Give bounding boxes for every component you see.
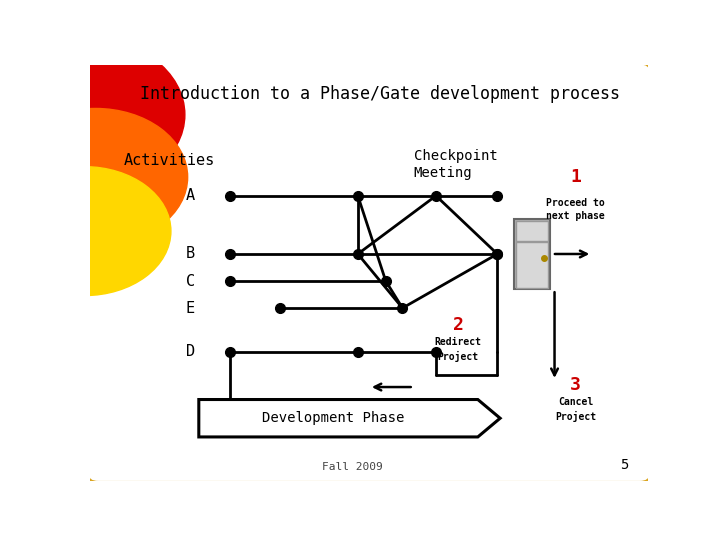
Text: E: E xyxy=(186,301,195,315)
Text: Cancel
Project: Cancel Project xyxy=(555,397,596,422)
Text: 5: 5 xyxy=(620,458,629,472)
Text: Activities: Activities xyxy=(124,153,215,168)
Text: A: A xyxy=(186,188,195,203)
Text: Introduction to a Phase/Gate development process: Introduction to a Phase/Gate development… xyxy=(140,85,620,103)
Circle shape xyxy=(0,167,171,295)
Text: Redirect
Project: Redirect Project xyxy=(435,337,482,362)
Polygon shape xyxy=(199,400,500,437)
Circle shape xyxy=(0,36,185,194)
Text: B: B xyxy=(186,246,195,261)
Text: Checkpoint
Meeting: Checkpoint Meeting xyxy=(413,150,498,180)
FancyBboxPatch shape xyxy=(516,221,548,241)
Text: 1: 1 xyxy=(570,168,581,186)
Text: C: C xyxy=(186,274,195,288)
Circle shape xyxy=(4,109,188,246)
Text: Development Phase: Development Phase xyxy=(261,411,404,425)
FancyBboxPatch shape xyxy=(514,219,550,289)
Text: Proceed to
next phase: Proceed to next phase xyxy=(546,198,605,221)
FancyBboxPatch shape xyxy=(516,242,548,288)
Text: 3: 3 xyxy=(570,376,581,394)
Text: 2: 2 xyxy=(453,316,464,334)
FancyBboxPatch shape xyxy=(87,63,651,483)
Text: Fall 2009: Fall 2009 xyxy=(322,462,382,472)
Text: D: D xyxy=(186,344,195,359)
